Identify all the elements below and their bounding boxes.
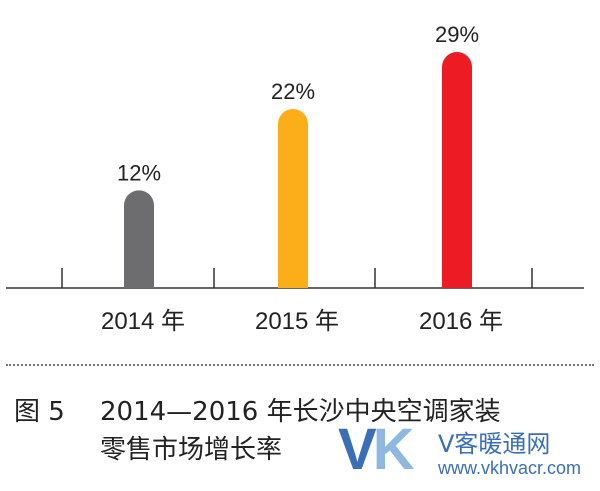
watermark-site-name: V客暖通网 <box>438 430 551 458</box>
x-tick-label: 2015 年 <box>255 308 339 335</box>
x-tick-label: 2016 年 <box>419 308 503 335</box>
caption-title-line2: 零售市场增长率 <box>100 435 283 465</box>
data-label: 12% <box>117 160 161 185</box>
vk-logo: VK <box>338 417 415 482</box>
bar-2015 <box>278 108 308 289</box>
watermark: VK V客暖通网 www.vkhvacr.com <box>338 418 598 488</box>
bar-2014 <box>124 190 154 288</box>
bar-2016 <box>442 52 472 288</box>
figure-caption: 图 5 2014—2016 年长沙中央空调家装 零售市场增长率 <box>14 393 501 469</box>
bar-chart: 12% 2014 年 22% 2015 年 29% 2016 年 <box>6 22 584 335</box>
dotted-divider <box>6 364 594 366</box>
figure-number: 图 5 <box>14 397 65 427</box>
x-tick-label: 2014 年 <box>101 308 185 335</box>
data-label: 22% <box>271 79 315 104</box>
watermark-url: www.vkhvacr.com <box>438 458 582 478</box>
caption-title-line1: 2014—2016 年长沙中央空调家装 <box>100 397 501 427</box>
data-label: 29% <box>435 22 479 47</box>
